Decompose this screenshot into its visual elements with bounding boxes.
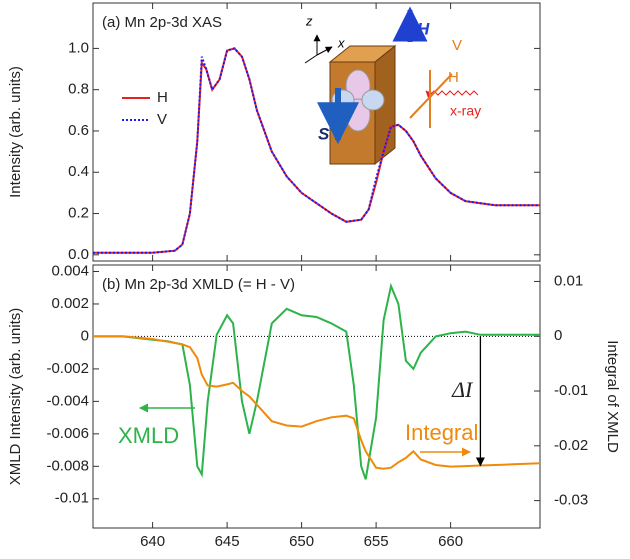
y-tick-label: 0.8 [68,81,89,98]
inset-sketch [304,6,479,166]
y-tick-label: 0.0 [68,246,89,263]
y2-axis-label: Integral of XMLD [604,340,621,453]
y-tick-label: 0.2 [68,204,89,221]
series-line [93,47,540,254]
annotation: Integral [405,420,478,445]
y-tick-label: 0.6 [68,122,89,139]
y-tick-label: 0.002 [51,295,89,312]
y-axis-label: Intensity (arb. units) [7,66,24,198]
y2-tick-label: -0.02 [554,437,588,454]
series-line [93,282,540,480]
plot-frame [92,264,541,529]
plot-frame [92,2,541,262]
y-tick-label: -0.004 [46,392,89,409]
inset-label: x [337,35,345,50]
y-tick-label: -0.01 [55,490,89,507]
y2-tick-label: 0 [554,327,562,344]
inset-label: x-ray [450,103,481,119]
y-tick-label: 0 [81,327,89,344]
inset-label: S [318,124,330,143]
y-tick-label: -0.006 [46,425,89,442]
inset-label: H [448,69,459,86]
x-tick-label: 645 [215,533,240,550]
inset-label: H [417,19,430,38]
inset-label: z [305,13,313,28]
x-tick-label: 640 [140,533,165,550]
annotation: ΔI [451,377,474,402]
y2-tick-label: -0.03 [554,492,588,509]
x-tick-label: 660 [438,533,463,550]
x-tick-label: 655 [364,533,389,550]
y-tick-label: 0.4 [68,163,89,180]
series-line [93,335,541,470]
y-tick-label: -0.002 [46,360,89,377]
x-tick-label: 650 [289,533,314,550]
y2-tick-label: -0.01 [554,382,588,399]
series-line [93,47,540,254]
y2-tick-label: 0.01 [554,272,583,289]
panel-title: (b) Mn 2p-3d XMLD (= H - V) [102,276,295,293]
y-tick-label: 0.004 [51,262,89,279]
inset-label: V [452,37,462,54]
y-tick-label: -0.008 [46,457,89,474]
annotation: XMLD [118,423,179,448]
y-axis-label: XMLD Intensity (arb. units) [7,308,24,486]
legend-label: H [157,89,168,106]
legend-label: V [157,111,167,128]
panel-title: (a) Mn 2p-3d XAS [102,14,222,31]
y-tick-label: 1.0 [68,39,89,56]
